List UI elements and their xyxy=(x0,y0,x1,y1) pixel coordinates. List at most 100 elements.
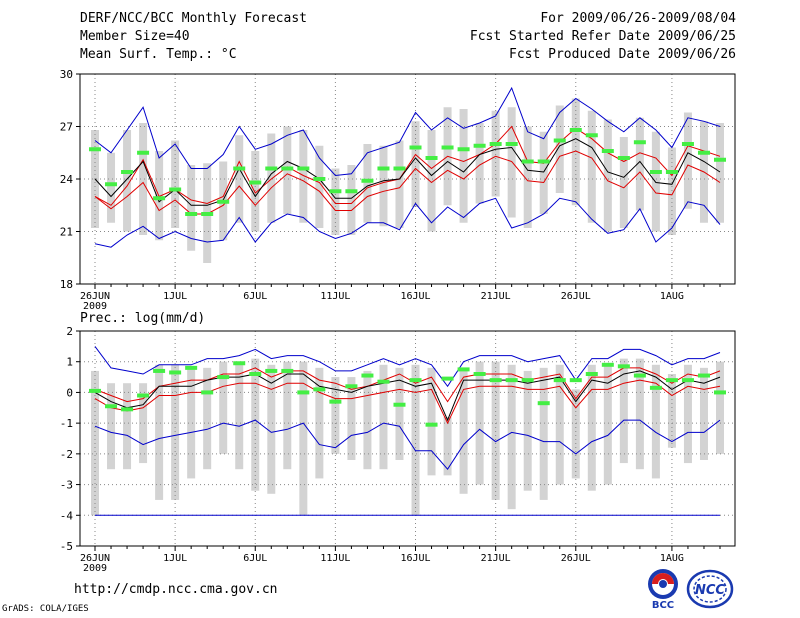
ensemble-range-bar xyxy=(443,417,452,476)
ensemble-range-bar xyxy=(187,367,196,479)
highlight-marker xyxy=(665,170,678,174)
ncc-logo-text: NCC xyxy=(695,583,725,598)
highlight-marker xyxy=(329,399,342,404)
ensemble-range-bar xyxy=(235,135,244,223)
highlight-marker xyxy=(105,404,118,409)
highlight-marker xyxy=(601,149,614,153)
ensemble-range-bar xyxy=(427,367,436,476)
source-url[interactable]: http://cmdp.ncc.cma.gov.cn xyxy=(74,582,278,597)
highlight-marker xyxy=(409,378,422,383)
highlight-marker xyxy=(521,378,534,383)
highlight-marker xyxy=(89,147,101,152)
member-size: Member Size=40 xyxy=(80,29,190,44)
highlight-marker xyxy=(377,379,390,384)
x-tick-label: 1AUG xyxy=(660,291,684,302)
ensemble-range-bar xyxy=(523,126,532,228)
highlight-marker xyxy=(329,189,342,194)
y-tick-label: 0 xyxy=(66,386,73,399)
x-tick-label: 1AUG xyxy=(660,553,684,564)
ensemble-range-bar xyxy=(651,364,660,479)
ensemble-range-bar xyxy=(603,119,612,232)
ensemble-range-bar xyxy=(619,137,628,228)
ensemble-range-bar xyxy=(107,383,116,470)
highlight-marker xyxy=(233,361,246,366)
x-tick-label: 6JUL xyxy=(243,553,267,564)
highlight-marker xyxy=(585,133,598,138)
x-tick-label: 16JUL xyxy=(400,291,430,302)
highlight-marker xyxy=(233,166,246,171)
grads-credit: GrADS: COLA/IGES xyxy=(2,604,89,614)
ensemble-range-bar xyxy=(491,361,500,500)
x-tick-label: 11JUL xyxy=(320,291,350,302)
ensemble-range-bar xyxy=(315,145,324,228)
highlight-marker xyxy=(121,407,134,412)
x-tick-label: 11JUL xyxy=(320,553,350,564)
forecast-start-date: Fcst Started Refer Date 2009/06/25 xyxy=(469,29,736,44)
ensemble-range-bar xyxy=(251,358,260,491)
x-tick-label: 26JUL xyxy=(561,553,591,564)
ensemble-range-bar xyxy=(363,370,372,470)
ensemble-max-line xyxy=(94,86,721,177)
ensemble-range-bar xyxy=(667,147,676,235)
highlight-marker xyxy=(489,142,502,146)
highlight-marker xyxy=(457,147,470,152)
y-tick-label: -3 xyxy=(60,479,73,492)
highlight-marker xyxy=(313,387,326,392)
ensemble-range-bar xyxy=(539,131,548,214)
ensemble-max-line xyxy=(94,346,721,388)
plot-frame xyxy=(79,330,736,547)
ensemble-range-bar xyxy=(283,361,292,470)
highlight-marker xyxy=(345,189,358,194)
ensemble-range-bar xyxy=(667,374,676,448)
forecast-period: For 2009/06/26-2009/08/04 xyxy=(540,11,736,26)
spread-lower-line xyxy=(94,150,721,215)
ensemble-range-bar xyxy=(699,367,708,460)
ensemble-range-bar xyxy=(395,140,404,228)
ensemble-range-bar xyxy=(347,165,356,235)
ensemble-range-bar xyxy=(651,131,660,232)
ensemble-range-bar xyxy=(347,377,356,460)
y-tick-label: 21 xyxy=(60,226,73,239)
ensemble-range-bar xyxy=(411,121,420,207)
ensemble-range-bar xyxy=(203,367,212,470)
highlight-marker xyxy=(249,180,262,185)
highlight-marker xyxy=(569,128,582,132)
y-tick-label: -4 xyxy=(60,509,74,522)
spread-upper-line xyxy=(94,367,721,403)
ensemble-range-bar xyxy=(379,145,388,227)
x-tick-label: 1JUL xyxy=(163,291,187,302)
ensemble-range-bar xyxy=(395,367,404,460)
ensemble-min-line xyxy=(94,197,721,248)
highlight-marker xyxy=(313,177,326,181)
temperature-panel: 18 21 24 27 30 26JUN 1JUL 6JUL 11JUL 16JUL 21JUL 26… xyxy=(60,68,736,312)
ensemble-range-bar xyxy=(123,383,132,470)
highlight-marker xyxy=(665,378,678,383)
highlight-marker xyxy=(649,385,662,390)
highlight-marker xyxy=(169,370,182,375)
ensemble-range-bar xyxy=(475,361,484,485)
highlight-marker xyxy=(345,384,358,389)
ensemble-range-bar xyxy=(555,105,564,193)
y-tick-label: -1 xyxy=(60,417,73,430)
y-tick-label: 18 xyxy=(60,278,73,291)
ensemble-range-bar xyxy=(683,112,692,209)
ensemble-range-bar xyxy=(539,367,548,500)
highlight-marker xyxy=(473,143,486,148)
highlight-marker xyxy=(425,156,438,160)
highlight-marker xyxy=(441,145,454,150)
ensemble-range-bar xyxy=(411,364,420,516)
ensemble-range-bar xyxy=(571,389,580,479)
highlight-marker xyxy=(137,150,150,155)
y-tick-label: 27 xyxy=(60,121,73,134)
ensemble-range-bar xyxy=(139,123,148,235)
highlight-marker xyxy=(489,378,502,383)
x-tick-label: 16JUL xyxy=(400,553,430,564)
highlight-marker xyxy=(714,390,726,395)
y-tick-label: -5 xyxy=(60,540,73,553)
x-tick-label: 6JUL xyxy=(243,291,267,302)
bcc-logo-text: BCC xyxy=(652,600,674,610)
highlight-marker xyxy=(249,372,262,376)
ensemble-range-bar xyxy=(475,123,484,204)
precip-title: Prec.: log(mm/d) xyxy=(80,311,205,326)
